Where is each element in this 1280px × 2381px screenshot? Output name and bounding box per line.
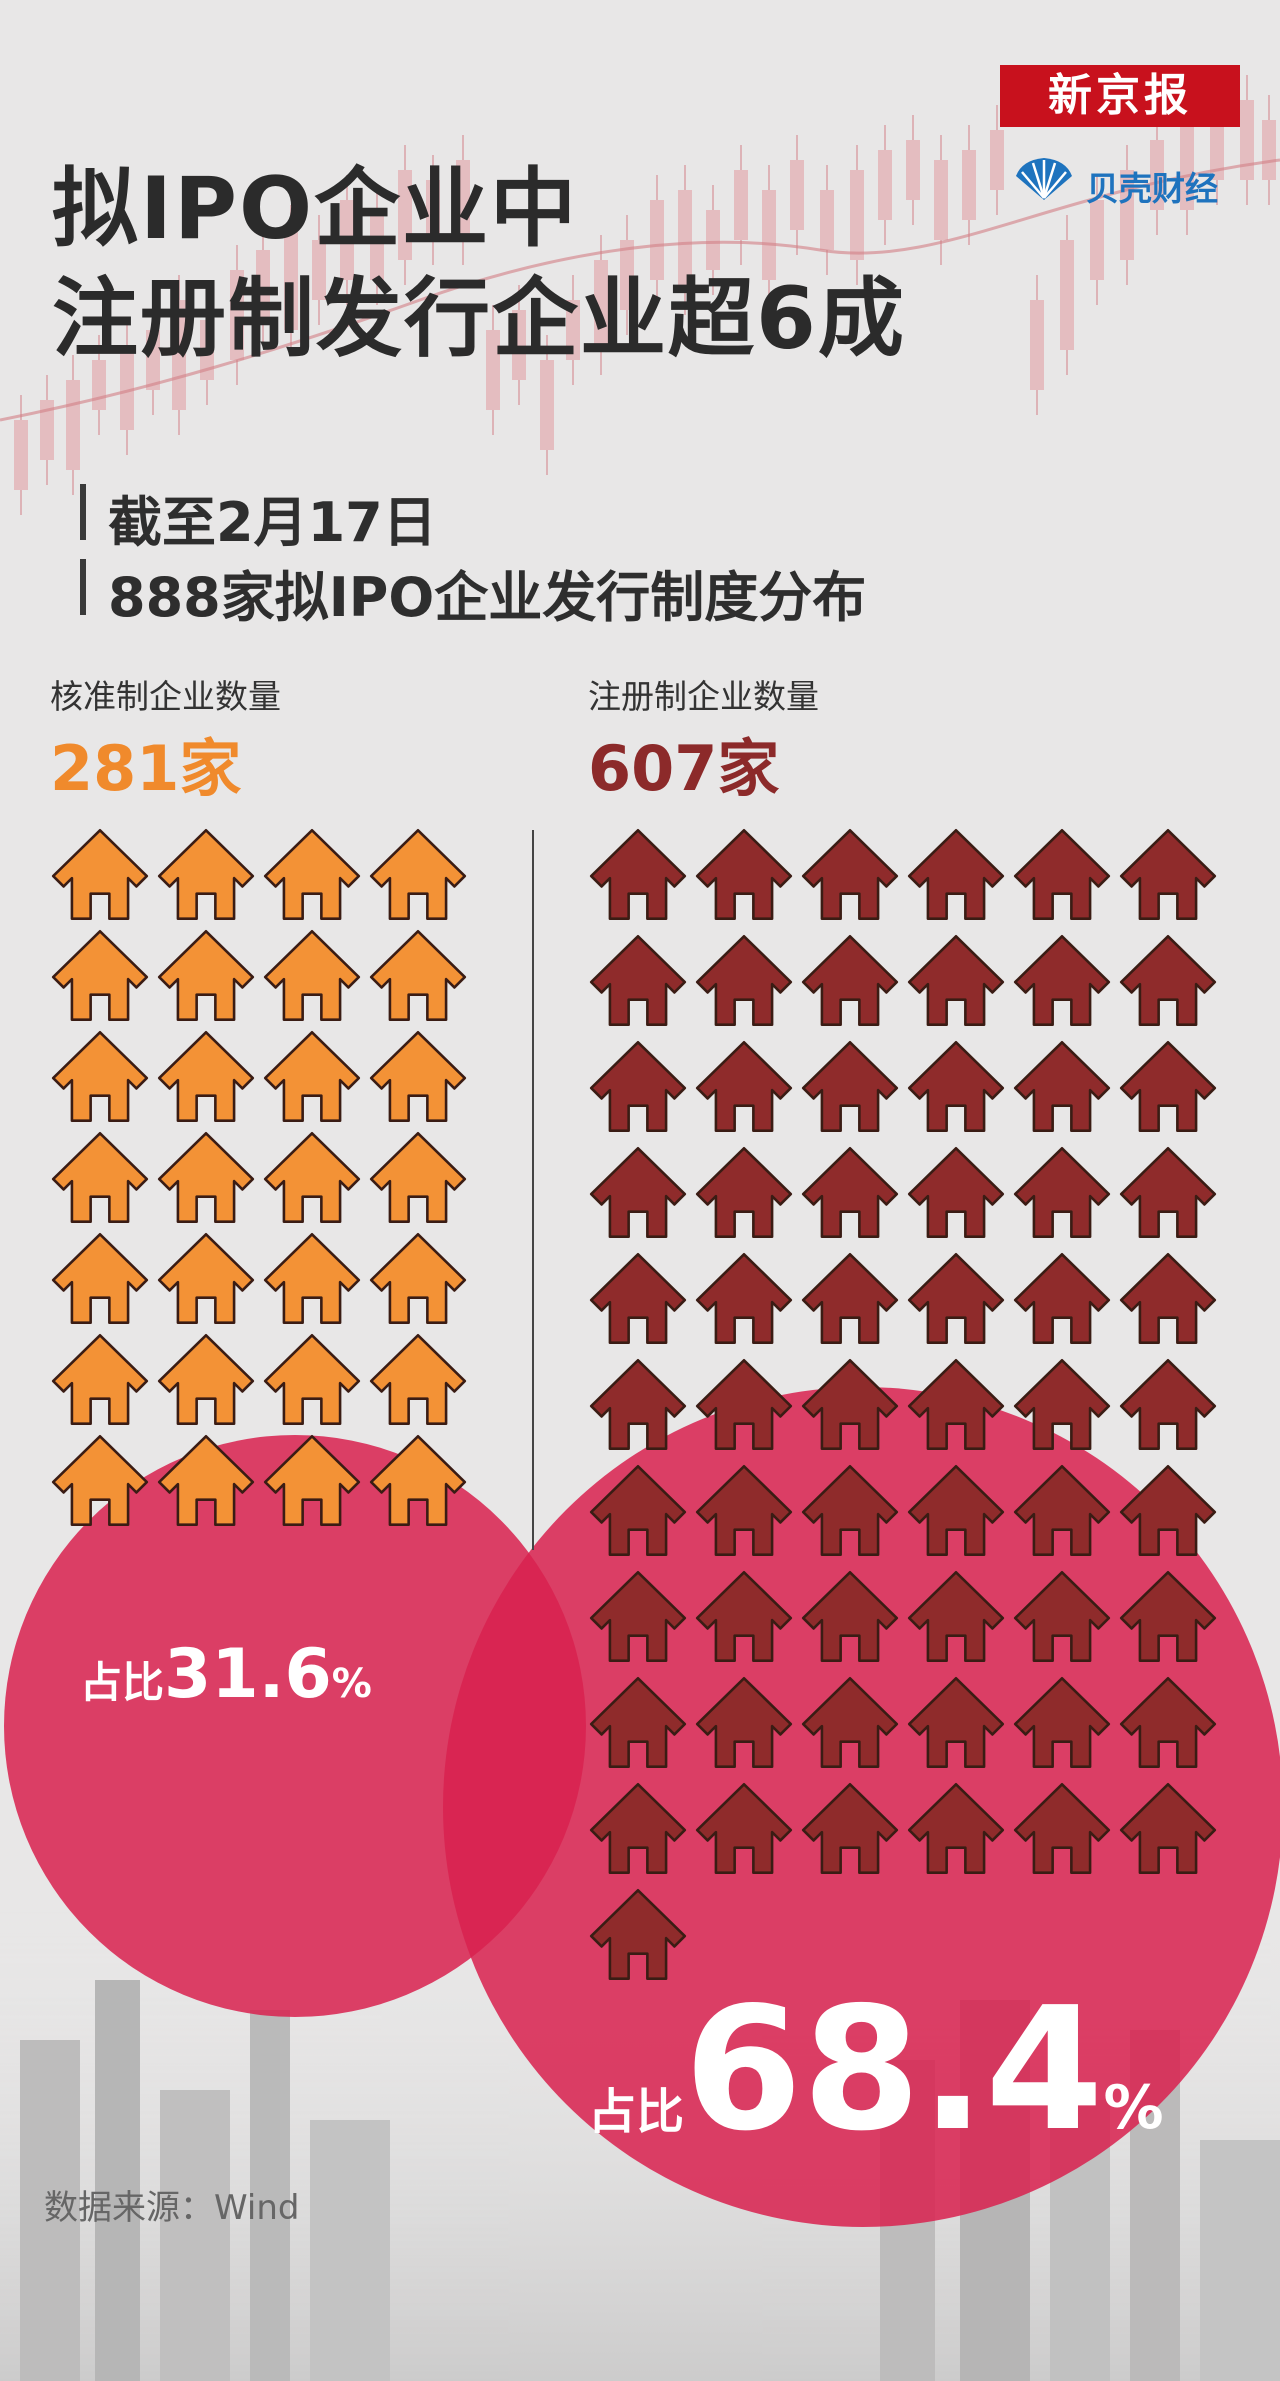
- sub-brand: 贝壳财经: [1008, 150, 1248, 210]
- shell-icon: [1016, 158, 1072, 200]
- divider-line: [532, 830, 534, 1550]
- subtitle-bar: [80, 559, 86, 615]
- share-value: 31.6: [164, 1635, 332, 1714]
- brand-logo: 新京报: [1000, 65, 1240, 127]
- share-circle-approval: [4, 1435, 586, 2017]
- subtitle-date: 截至2月17日: [108, 491, 437, 554]
- series-label-approval: 核准制企业数量: [50, 677, 281, 716]
- subtitle-bar: [80, 484, 86, 540]
- page-title-line2: 注册制发行企业超6成: [52, 269, 906, 369]
- trend-line: [0, 158, 1280, 422]
- series-count-approval: 281家: [50, 732, 242, 805]
- share-label-approval: 占比31.6%: [80, 1635, 372, 1714]
- data-source: 数据来源：Wind: [44, 2188, 300, 2228]
- series-count-registration: 607家: [588, 732, 780, 805]
- share-unit: %: [331, 1661, 372, 1707]
- share-value: 68.4: [684, 1971, 1104, 2169]
- share-label-registration: 占比68.4%: [588, 1985, 1164, 2155]
- share-unit: %: [1103, 2073, 1164, 2143]
- share-prefix: 占比: [588, 2084, 685, 2140]
- series-label-registration: 注册制企业数量: [588, 677, 819, 716]
- subtitle-description: 888家拟IPO企业发行制度分布: [108, 566, 867, 629]
- candlestick-backdrop: [14, 75, 1276, 515]
- sub-brand-name: 贝壳财经: [1086, 169, 1218, 208]
- share-prefix: 占比: [80, 1658, 165, 1707]
- page-title-line1: 拟IPO企业中: [52, 159, 579, 259]
